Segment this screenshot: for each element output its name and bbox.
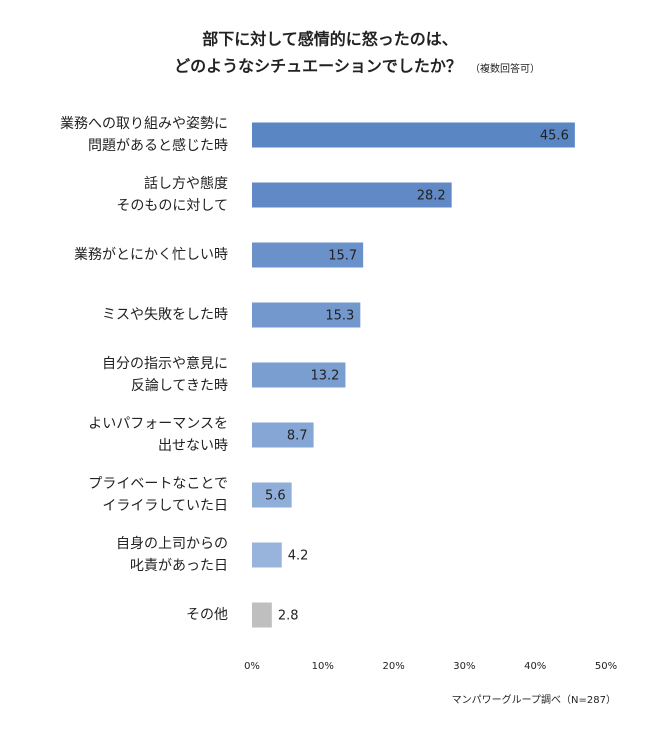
bar	[252, 602, 272, 628]
x-tick-label: 40%	[524, 661, 546, 672]
chart-title: 部下に対して感情的に怒ったのは、	[202, 30, 458, 49]
value-label: 28.2	[417, 189, 446, 204]
bar	[252, 542, 282, 568]
bar	[252, 302, 361, 328]
y-tick-label: イライラしていた日	[102, 498, 228, 514]
y-tick-label: ミスや失敗をした時	[102, 307, 228, 323]
y-tick-label: 自身の上司からの	[116, 536, 228, 552]
y-tick-label: 反論してきた時	[131, 378, 228, 394]
y-tick-label: よいパフォーマンスを	[88, 416, 228, 432]
value-label: 13.2	[311, 369, 340, 384]
y-tick-label: そのものに対して	[116, 198, 228, 214]
bar	[252, 122, 575, 148]
y-tick-label: 出せない時	[158, 438, 228, 454]
y-tick-label: 業務がとにかく忙しい時	[74, 247, 228, 263]
y-tick-label: 業務への取り組みや姿勢に	[60, 116, 228, 132]
value-label: 15.7	[328, 249, 357, 264]
bar	[252, 362, 346, 388]
y-tick-label: 話し方や態度	[144, 175, 228, 192]
value-label: 2.8	[278, 609, 299, 624]
y-tick-label: 叱責があった日	[130, 558, 228, 574]
y-tick-label: プライベートなことで	[88, 476, 228, 492]
y-tick-label: 自分の指示や意見に	[102, 355, 228, 372]
value-label: 15.3	[325, 309, 354, 324]
bar	[252, 182, 452, 208]
value-label: 8.7	[287, 429, 308, 444]
value-label: 4.2	[288, 549, 309, 564]
x-tick-label: 0%	[244, 661, 260, 672]
chart-title: どのようなシチュエーションでしたか？	[174, 57, 462, 76]
chart-subtitle: （複数回答可）	[470, 62, 540, 75]
x-tick-label: 20%	[382, 661, 404, 672]
y-tick-label: 問題があると感じた時	[88, 137, 228, 154]
x-tick-label: 50%	[595, 661, 617, 672]
value-label: 5.6	[265, 489, 286, 504]
bar	[252, 482, 292, 508]
value-label: 45.6	[540, 129, 569, 144]
x-tick-label: 30%	[453, 661, 475, 672]
bar	[252, 242, 364, 268]
source-note: マンパワーグループ調べ（N=287）	[452, 693, 616, 706]
x-tick-label: 10%	[312, 661, 334, 672]
bar	[252, 422, 314, 448]
y-tick-label: その他	[186, 607, 228, 623]
